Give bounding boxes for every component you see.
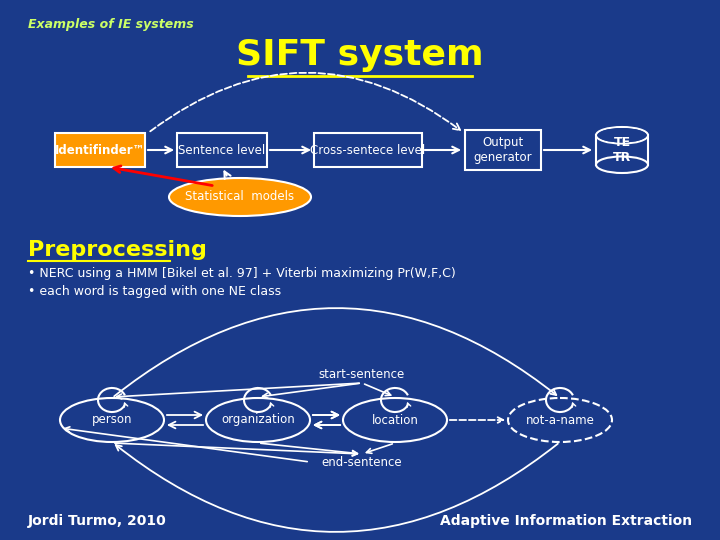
- Ellipse shape: [60, 398, 164, 442]
- Text: not-a-name: not-a-name: [526, 414, 595, 427]
- Ellipse shape: [508, 398, 612, 442]
- Ellipse shape: [343, 398, 447, 442]
- Text: Adaptive Information Extraction: Adaptive Information Extraction: [440, 514, 692, 528]
- FancyBboxPatch shape: [177, 133, 267, 167]
- Text: • each word is tagged with one NE class: • each word is tagged with one NE class: [28, 285, 281, 298]
- FancyBboxPatch shape: [55, 133, 145, 167]
- Text: end-sentence: end-sentence: [322, 456, 402, 469]
- FancyArrowPatch shape: [114, 308, 557, 396]
- Text: Cross-sentece level: Cross-sentece level: [310, 144, 426, 157]
- FancyBboxPatch shape: [314, 133, 422, 167]
- FancyBboxPatch shape: [465, 130, 541, 170]
- Text: • NERC using a HMM [Bikel et al. 97] + Viterbi maximizing Pr(W,F,C): • NERC using a HMM [Bikel et al. 97] + V…: [28, 267, 456, 280]
- Ellipse shape: [206, 398, 310, 442]
- Text: start-sentence: start-sentence: [319, 368, 405, 381]
- Text: Statistical  models: Statistical models: [186, 191, 294, 204]
- Text: organization: organization: [221, 414, 295, 427]
- Bar: [596, 136, 648, 165]
- Text: Output
generator: Output generator: [474, 136, 532, 164]
- FancyArrowPatch shape: [116, 444, 558, 532]
- Text: Identifinder™: Identifinder™: [55, 144, 145, 157]
- Text: SIFT system: SIFT system: [236, 38, 484, 72]
- Ellipse shape: [169, 178, 311, 216]
- Ellipse shape: [596, 127, 648, 144]
- Ellipse shape: [598, 128, 647, 143]
- Text: Preprocessing: Preprocessing: [28, 240, 207, 260]
- Ellipse shape: [596, 157, 648, 173]
- Text: location: location: [372, 414, 418, 427]
- Text: Examples of IE systems: Examples of IE systems: [28, 18, 194, 31]
- Text: TE
TR: TE TR: [613, 136, 631, 164]
- Text: Sentence level: Sentence level: [179, 144, 266, 157]
- FancyArrowPatch shape: [150, 73, 460, 131]
- Text: person: person: [91, 414, 132, 427]
- FancyArrowPatch shape: [450, 417, 503, 423]
- Text: Jordi Turmo, 2010: Jordi Turmo, 2010: [28, 514, 167, 528]
